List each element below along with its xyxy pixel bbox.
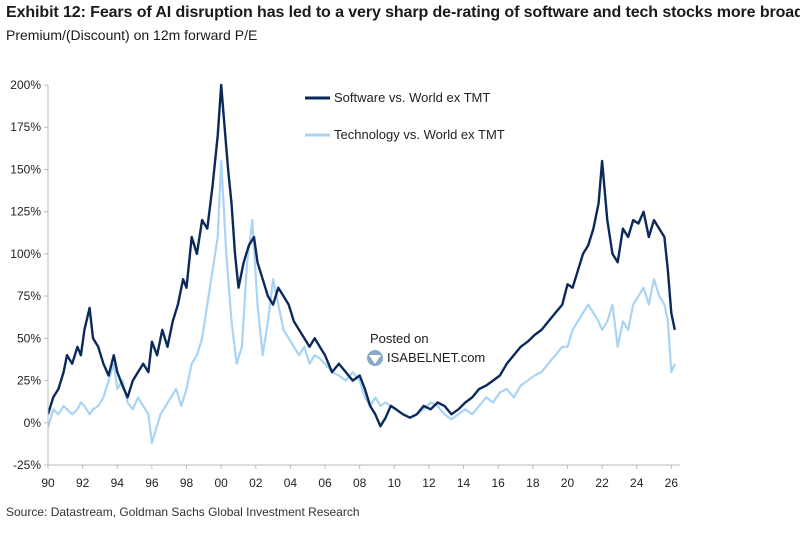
x-tick-label: 90: [41, 476, 55, 490]
watermark-line1: Posted on: [370, 331, 429, 346]
x-tick-label: 24: [630, 476, 644, 490]
y-tick-label: 75%: [17, 289, 41, 303]
x-tick-label: 06: [318, 476, 332, 490]
isabelnet-watermark: Posted on ISABELNET.com: [367, 331, 485, 366]
legend-technology-label: Technology vs. World ex TMT: [334, 127, 505, 142]
x-tick-label: 98: [180, 476, 194, 490]
x-tick-label: 92: [76, 476, 90, 490]
x-tick-label: 00: [214, 476, 228, 490]
y-tick-label: 25%: [17, 374, 41, 388]
x-tick-label: 22: [595, 476, 609, 490]
y-tick-label: -25%: [13, 458, 41, 472]
x-tick-label: 96: [145, 476, 159, 490]
y-tick-label: 150%: [10, 162, 41, 176]
software-series-line: [48, 83, 676, 428]
x-tick-label: 16: [492, 476, 506, 490]
x-tick-label: 02: [249, 476, 263, 490]
chart-title: Exhibit 12: Fears of AI disruption has l…: [6, 4, 800, 21]
watermark-logo-mark: [369, 355, 381, 364]
line-chart: -25% 0% 25% 50% 75% 100% 125% 150% 175% 200% 90 92 9…: [10, 78, 680, 490]
y-tick-label: 200%: [10, 78, 41, 92]
x-tick-label: 14: [457, 476, 471, 490]
x-tick-label: 10: [388, 476, 402, 490]
x-tick-label: 12: [422, 476, 436, 490]
x-tick-label: 26: [665, 476, 679, 490]
y-tick-label: 0%: [24, 416, 42, 430]
x-tick-label: 04: [284, 476, 298, 490]
y-tick-label: 50%: [17, 331, 41, 345]
chart-subtitle: Premium/(Discount) on 12m forward P/E: [6, 27, 258, 43]
watermark-line2: ISABELNET.com: [387, 350, 485, 365]
x-tick-label: 20: [561, 476, 575, 490]
y-tick-label: 125%: [10, 205, 41, 219]
source-note: Source: Datastream, Goldman Sachs Global…: [6, 505, 360, 519]
y-tick-label: 100%: [10, 247, 41, 261]
y-tick-label: 175%: [10, 120, 41, 134]
x-tick-label: 94: [111, 476, 125, 490]
technology-series-line: [48, 159, 676, 445]
x-tick-label: 18: [526, 476, 540, 490]
legend-software-label: Software vs. World ex TMT: [334, 90, 490, 105]
x-tick-label: 08: [353, 476, 367, 490]
